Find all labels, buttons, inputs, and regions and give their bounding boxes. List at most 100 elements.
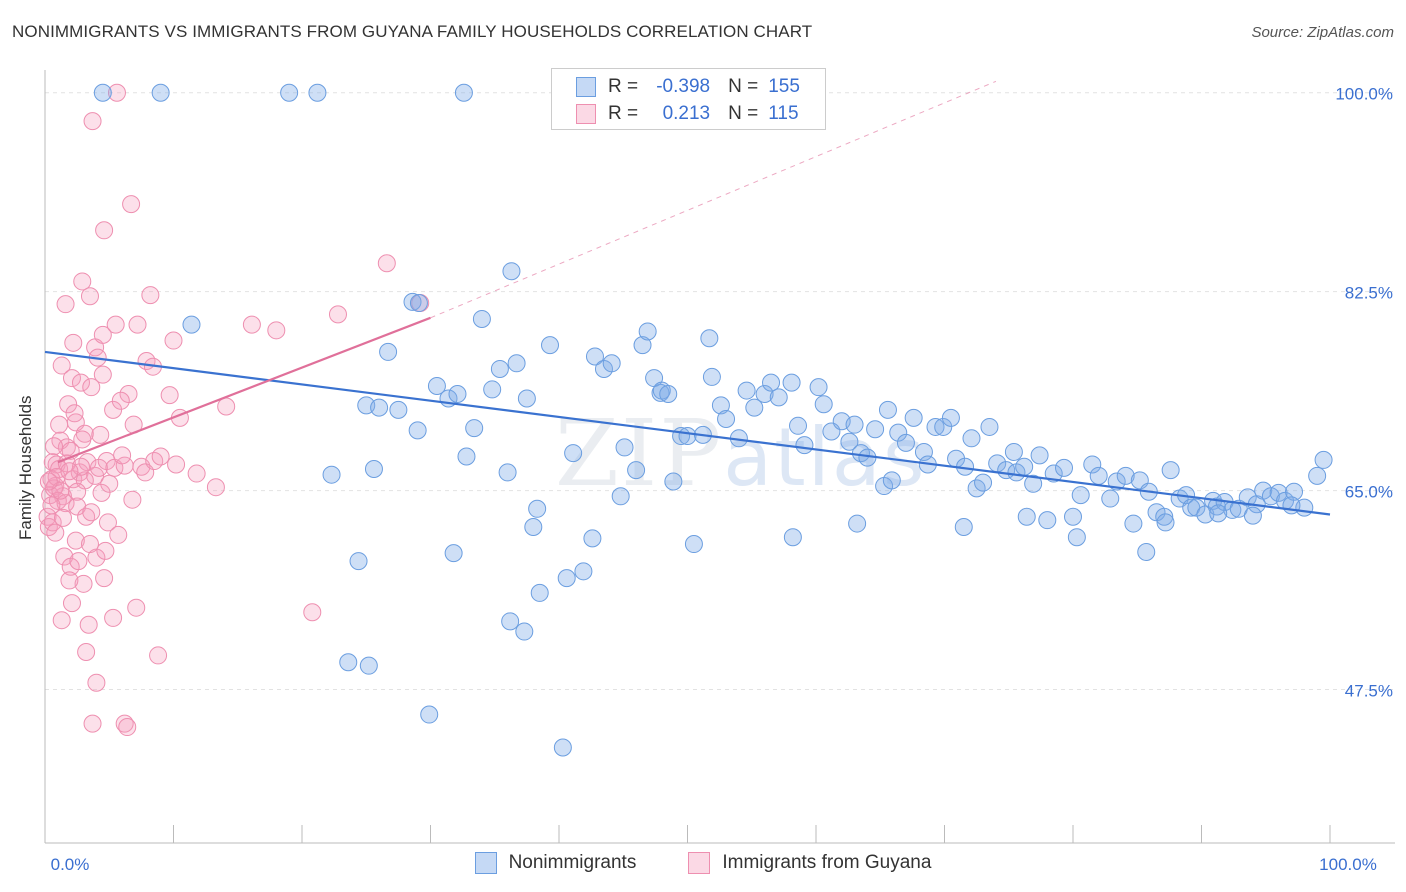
point-nonimmigrants-113 <box>1155 507 1174 526</box>
point-guyana-104 <box>206 478 225 497</box>
point-nonimmigrants-97 <box>1024 474 1043 493</box>
y-tick-label-0: 47.5% <box>1345 682 1393 701</box>
source-label: Source: ZipAtlas.com <box>1251 24 1394 41</box>
legend-item-nonimmigrants[interactable]: Nonimmigrants <box>474 852 637 874</box>
point-guyana-14 <box>164 331 183 350</box>
point-guyana-8 <box>141 286 160 305</box>
point-guyana-91 <box>73 430 92 449</box>
point-nonimmigrants-36 <box>574 562 593 581</box>
point-guyana-113 <box>42 496 61 515</box>
bottom-legend: Nonimmigrants Immigrants from Guyana <box>0 852 1406 874</box>
legend-item-guyana[interactable]: Immigrants from Guyana <box>688 852 931 874</box>
point-guyana-78 <box>149 646 168 665</box>
point-nonimmigrants-103 <box>1071 486 1090 505</box>
legend-swatch-guyana <box>688 852 711 874</box>
point-nonimmigrants-106 <box>1101 489 1120 508</box>
point-nonimmigrants-151 <box>1137 542 1156 561</box>
point-guyana-93 <box>91 425 110 444</box>
point-nonimmigrants-114 <box>1161 461 1180 480</box>
swatch-guyana <box>576 104 596 124</box>
point-guyana-20 <box>52 356 71 375</box>
point-nonimmigrants-25 <box>490 359 509 378</box>
point-nonimmigrants-16 <box>408 421 427 440</box>
x-tick-label-0: 0.0% <box>51 855 90 874</box>
point-nonimmigrants-39 <box>602 354 621 373</box>
point-nonimmigrants-74 <box>866 420 885 439</box>
point-guyana-26 <box>119 384 138 403</box>
y-tick-label-3: 100.0% <box>1335 85 1393 104</box>
point-guyana-2 <box>122 195 141 214</box>
swatch-nonimmigrants <box>576 77 596 97</box>
point-guyana-1 <box>83 112 102 131</box>
point-nonimmigrants-54 <box>702 367 721 386</box>
point-nonimmigrants-131 <box>1285 482 1304 501</box>
x-tick-label-1: 100.0% <box>1319 855 1377 874</box>
point-guyana-84 <box>118 718 137 737</box>
point-nonimmigrants-30 <box>528 499 547 518</box>
point-nonimmigrants-4 <box>454 83 473 102</box>
point-guyana-50 <box>78 453 97 472</box>
point-guyana-32 <box>59 395 78 414</box>
point-guyana-77 <box>127 598 146 617</box>
point-nonimmigrants-140 <box>583 529 602 548</box>
point-guyana-79 <box>303 603 322 622</box>
point-guyana-10 <box>64 333 83 352</box>
point-nonimmigrants-149 <box>1243 506 1262 525</box>
point-guyana-106 <box>44 437 63 456</box>
watermark: ZIPatlas <box>555 400 927 507</box>
point-nonimmigrants-2 <box>280 83 299 102</box>
point-nonimmigrants-137 <box>444 544 463 563</box>
point-guyana-114 <box>46 523 65 542</box>
point-nonimmigrants-59 <box>745 398 764 417</box>
point-nonimmigrants-133 <box>1308 466 1327 485</box>
point-guyana-5 <box>73 272 92 291</box>
point-nonimmigrants-99 <box>1038 511 1057 530</box>
point-guyana-22 <box>71 373 90 392</box>
stats-row-nonimmigrants: R = -0.398 N = 155 <box>576 76 800 98</box>
point-nonimmigrants-31 <box>530 583 549 602</box>
point-guyana-89 <box>100 474 119 493</box>
r-label: R = <box>608 76 639 97</box>
point-guyana-3 <box>95 221 114 240</box>
point-guyana-16 <box>267 321 286 340</box>
point-nonimmigrants-91 <box>980 417 999 436</box>
legend-swatch-nonimmigrants <box>474 852 497 874</box>
point-nonimmigrants-138 <box>524 517 543 536</box>
point-nonimmigrants-49 <box>664 472 683 491</box>
point-guyana-90 <box>113 446 132 465</box>
n-value: 155 <box>768 76 800 97</box>
point-nonimmigrants-17 <box>420 705 439 724</box>
point-guyana-81 <box>87 673 106 692</box>
point-guyana-110 <box>95 569 114 588</box>
point-nonimmigrants-96 <box>1015 457 1034 476</box>
point-nonimmigrants-0 <box>93 83 112 102</box>
legend-label-nonimmigrants: Nonimmigrants <box>508 852 637 873</box>
point-nonimmigrants-11 <box>370 398 389 417</box>
point-nonimmigrants-84 <box>934 417 953 436</box>
n-value: 115 <box>768 103 799 124</box>
point-nonimmigrants-108 <box>1116 466 1135 485</box>
point-guyana-107 <box>60 462 79 481</box>
point-nonimmigrants-56 <box>717 409 736 428</box>
point-nonimmigrants-32 <box>541 336 560 355</box>
point-nonimmigrants-136 <box>501 612 520 631</box>
legend-label-guyana: Immigrants from Guyana <box>722 852 932 873</box>
point-guyana-31 <box>217 397 236 416</box>
point-guyana-87 <box>66 531 85 550</box>
point-nonimmigrants-26 <box>498 463 517 482</box>
point-nonimmigrants-29 <box>517 389 536 408</box>
point-nonimmigrants-63 <box>782 373 801 392</box>
point-guyana-67 <box>55 547 74 566</box>
point-nonimmigrants-65 <box>795 436 814 455</box>
point-nonimmigrants-1 <box>151 83 170 102</box>
point-nonimmigrants-104 <box>1083 455 1102 474</box>
point-nonimmigrants-55 <box>711 396 730 415</box>
watermark-zip: ZIP <box>555 400 724 507</box>
point-nonimmigrants-109 <box>1124 514 1143 533</box>
point-guyana-19 <box>56 295 75 314</box>
point-nonimmigrants-98 <box>1030 446 1049 465</box>
point-guyana-83 <box>115 714 134 733</box>
trend-line-nonimmigrants <box>44 350 1331 516</box>
point-nonimmigrants-85 <box>941 408 960 427</box>
